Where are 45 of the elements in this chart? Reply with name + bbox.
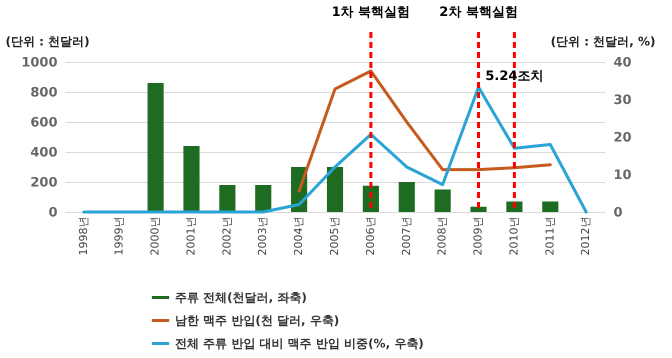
x-tick-label: 2009년 (472, 216, 485, 256)
x-tick-label: 2001년 (184, 216, 198, 256)
bar (255, 185, 272, 212)
x-tick-label: 2007년 (400, 216, 413, 256)
line-series (82, 86, 588, 214)
x-tick-label: 1999년 (112, 216, 126, 256)
ref-line-label: 5.24조치 (485, 69, 544, 84)
bar (148, 83, 164, 212)
y2-tick-label: 40 (614, 56, 632, 70)
legend-label: 남한 맥주 반입(천 달러, 우축) (175, 314, 340, 328)
legend-label: 주류 전체(천달러, 좌축) (175, 290, 307, 304)
x-tick-label: 2006년 (364, 216, 377, 256)
x-tick-label: 2010년 (507, 216, 520, 256)
bar (470, 206, 487, 212)
x-tick-label: 2004년 (292, 216, 306, 256)
line-series (298, 70, 552, 192)
y-tick-label: 0 (48, 206, 58, 220)
y-tick-label: 600 (30, 116, 58, 130)
y-tick-label: 800 (30, 86, 58, 100)
x-tick-label: 2003년 (256, 216, 270, 256)
y2-tick-label: 30 (614, 93, 632, 108)
y2-tick-label: 20 (614, 130, 632, 146)
x-tick-label: 2011년 (543, 216, 556, 256)
ref-line-label: 2차 북핵실험 (439, 5, 518, 20)
y-axis-title: (단위 : 천달러) (6, 34, 90, 48)
bar (542, 202, 558, 212)
y-tick-label: 1000 (21, 56, 58, 70)
y2-tick-label: 10 (614, 168, 632, 183)
x-tick-label: 2000년 (148, 216, 162, 256)
x-tick-label: 1998년 (76, 216, 90, 256)
bar (219, 185, 236, 212)
x-tick-label: 2005년 (328, 216, 341, 256)
y2-axis-title: (단위 : 천달러, %) (550, 34, 656, 48)
x-tick-label: 2012년 (579, 216, 592, 256)
ref-line-label: 1차 북핵실험 (332, 5, 410, 20)
bar (183, 146, 200, 212)
x-tick-label: 2008년 (436, 216, 449, 256)
y2-tick-label: 0 (614, 206, 623, 220)
y-tick-label: 200 (30, 176, 58, 190)
y-tick-label: 400 (30, 146, 58, 160)
x-tick-label: 2002년 (220, 216, 234, 256)
bar (326, 167, 344, 212)
bar (398, 182, 415, 212)
legend-label: 전체 주류 반입 대비 맥주 반입 비중(%, 우축) (175, 336, 424, 350)
bar (434, 190, 451, 212)
